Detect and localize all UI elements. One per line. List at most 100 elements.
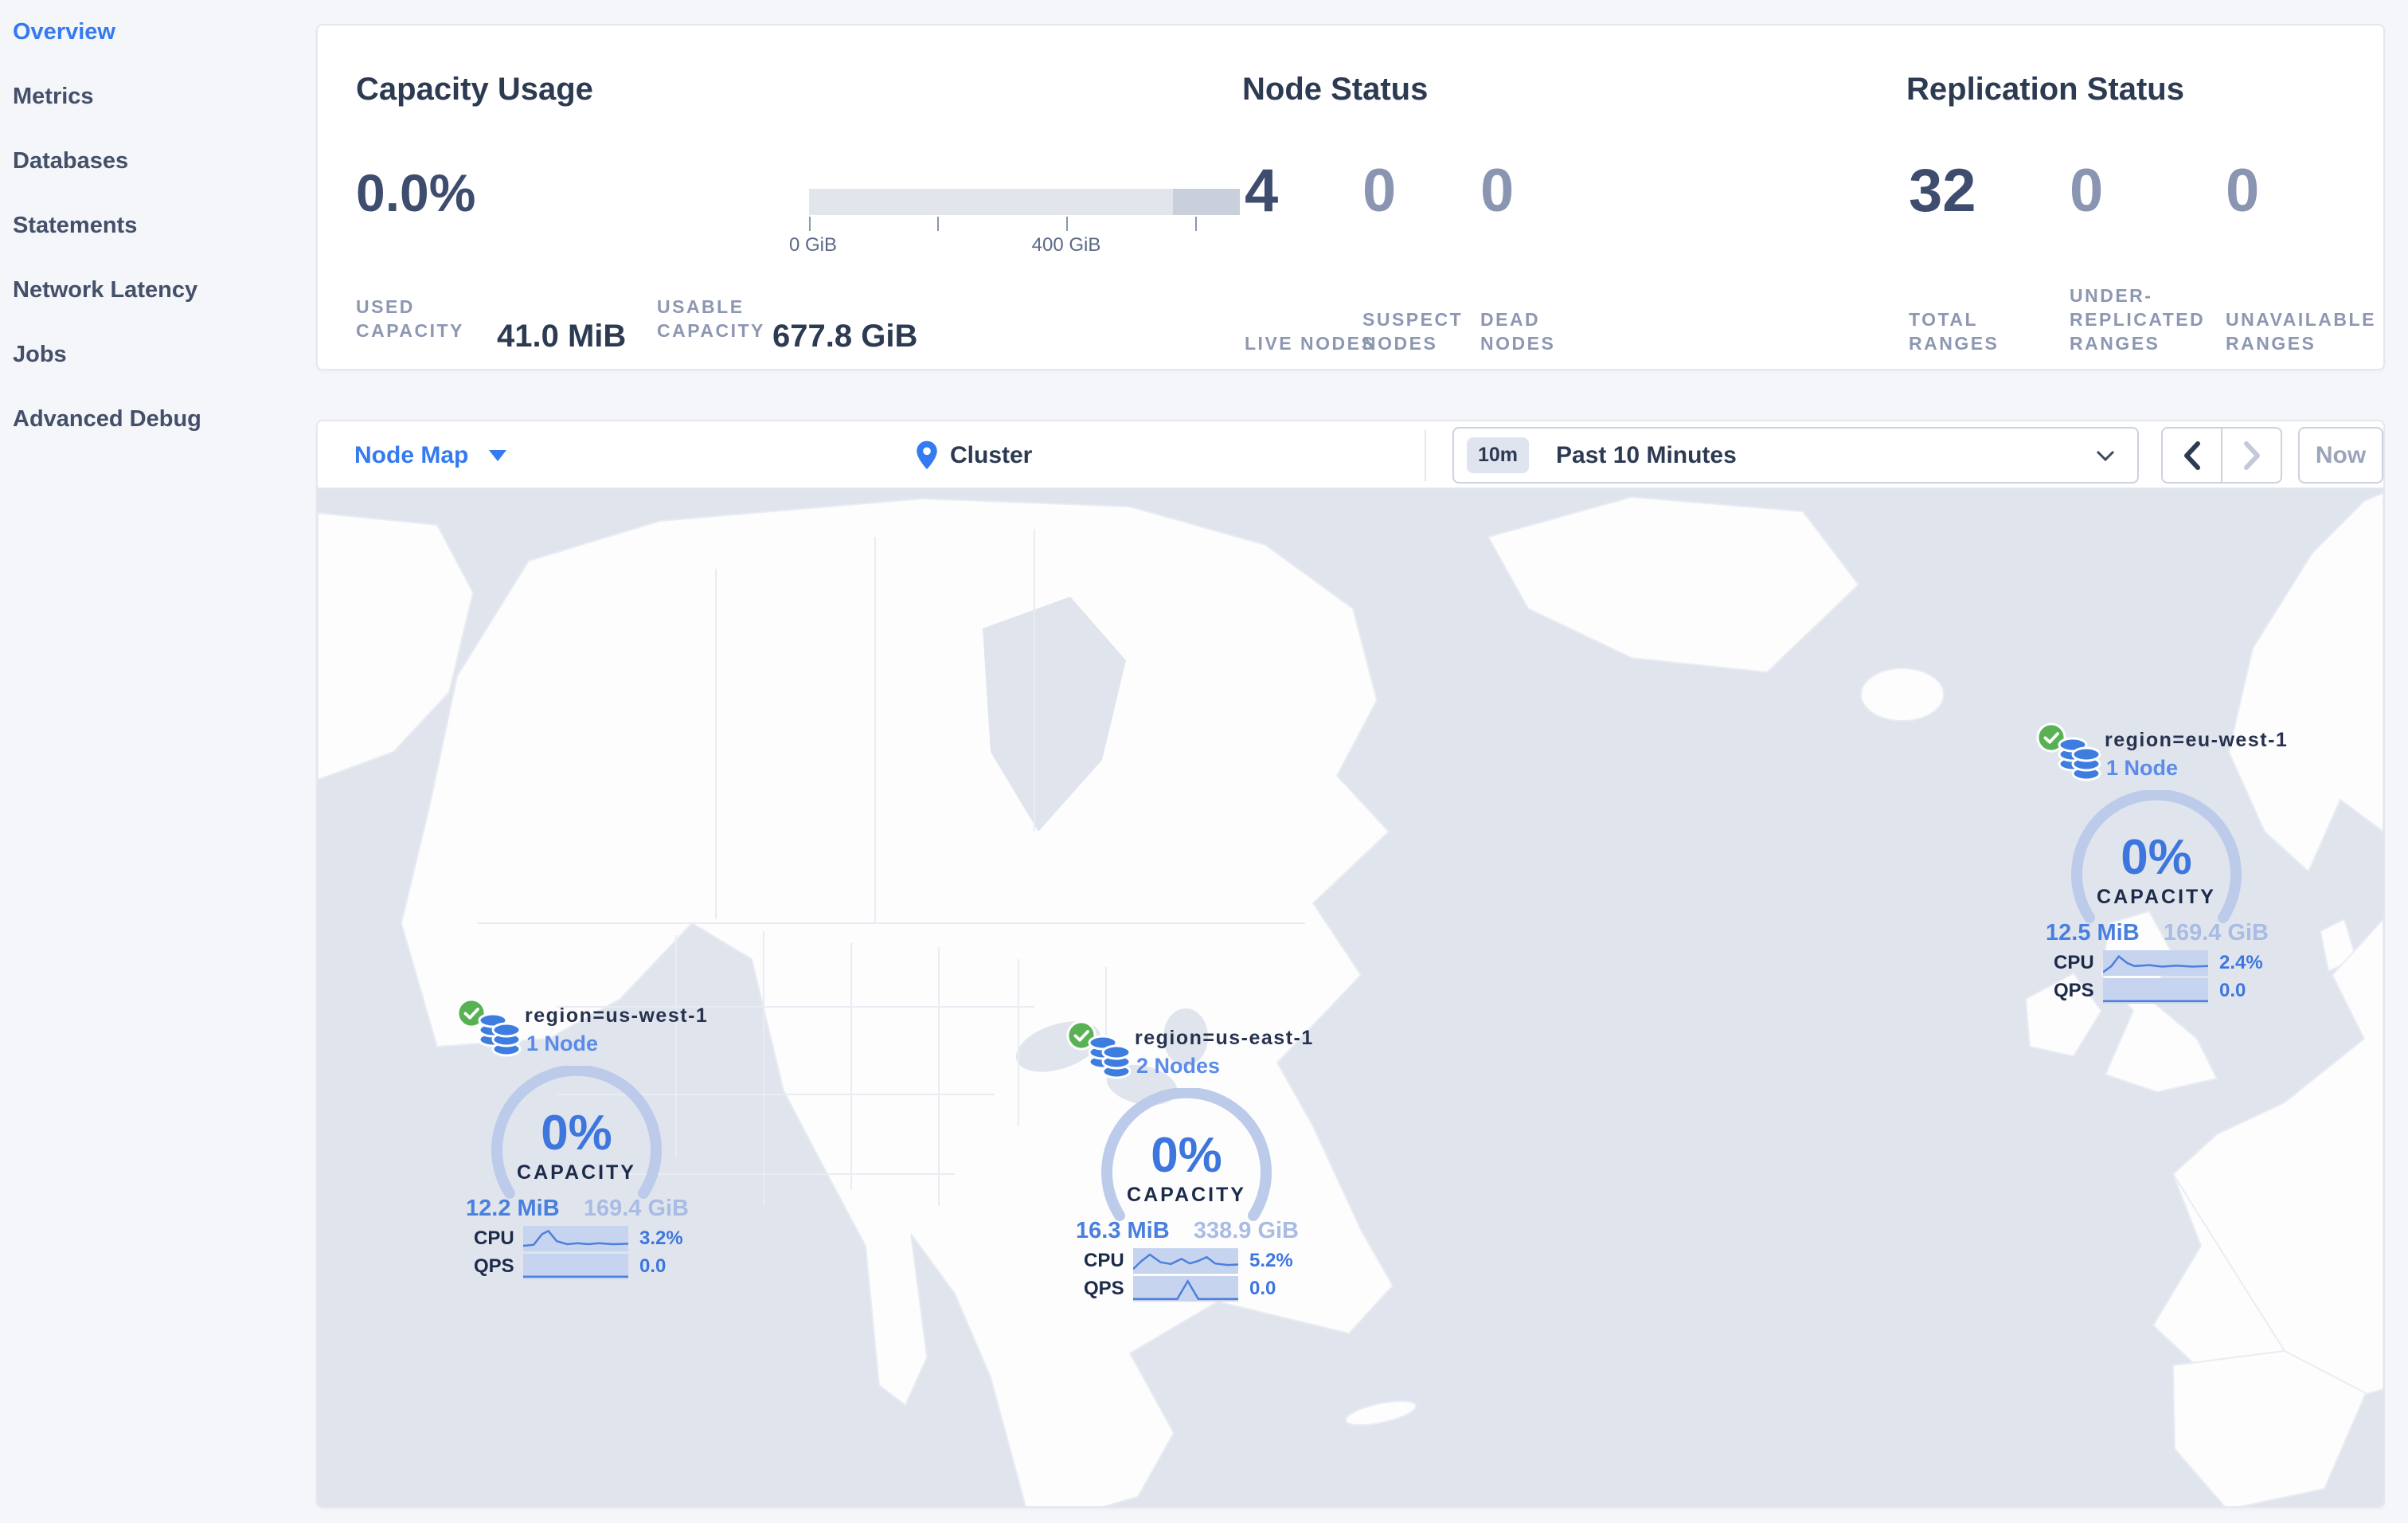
region-node-count-link[interactable]: 2 Nodes	[1136, 1054, 1221, 1078]
prev-time-window-button[interactable]	[2163, 429, 2221, 482]
region-total-capacity: 338.9 GiB	[1193, 1218, 1299, 1243]
sidebar-item-network-latency[interactable]: Network Latency	[13, 277, 198, 303]
under-replicated-ranges-count: 0	[2070, 157, 2104, 225]
node-stack-icon	[478, 1012, 522, 1057]
node-stack-icon	[1088, 1035, 1132, 1079]
world-map[interactable]: region=us-west-1 1 Node 0% CAPACITY 12.2…	[318, 489, 2383, 1506]
capacity-used-percent: 0.0%	[356, 163, 476, 222]
map-pin-icon	[917, 440, 937, 469]
node-map-card: Node Map Cluster 10m Past 10 Minutes	[316, 420, 2385, 1508]
live-nodes-count: 4	[1245, 157, 1279, 225]
region-name: region=us-east-1	[1135, 1027, 1314, 1049]
map-toolbar: Node Map Cluster 10m Past 10 Minutes	[318, 421, 2383, 489]
cpu-sparkline	[522, 1225, 629, 1251]
region-marker-eu-west-1[interactable]: region=eu-west-1 1 Node 0% CAPACITY 12.5…	[2036, 722, 2287, 1004]
region-used-capacity: 12.5 MiB	[2046, 920, 2140, 946]
region-name: region=us-west-1	[525, 1004, 709, 1027]
region-node-count-link[interactable]: 1 Node	[2106, 756, 2179, 780]
view-mode-dropdown[interactable]: Node Map	[354, 421, 507, 489]
region-marker-us-west-1[interactable]: region=us-west-1 1 Node 0% CAPACITY 12.2…	[456, 998, 707, 1279]
view-mode-label: Node Map	[354, 441, 469, 468]
axis-tick	[1066, 217, 1068, 231]
under-replicated-ranges-label: Under-replicated Ranges	[2070, 285, 2206, 354]
axis-tick	[809, 217, 811, 231]
suspect-nodes-label: Suspect Nodes	[1362, 309, 1464, 354]
map-scandinavia	[2227, 491, 2383, 873]
dead-nodes-label: Dead Nodes	[1480, 309, 1556, 354]
gauge-percent: 0%	[541, 1106, 612, 1161]
region-marker-us-east-1[interactable]: region=us-east-1 2 Nodes 0% CAPACITY 16.…	[1066, 1020, 1314, 1302]
map-iceland	[1860, 668, 1945, 722]
cpu-value: 5.2%	[1249, 1249, 1293, 1271]
gauge-capacity-label: CAPACITY	[2097, 886, 2216, 908]
region-used-capacity: 16.3 MiB	[1076, 1218, 1170, 1243]
total-ranges-label: Total Ranges	[1909, 309, 2000, 354]
replication-status-title: Replication Status	[1906, 72, 2184, 107]
gauge-capacity-label: CAPACITY	[517, 1161, 636, 1184]
map-ireland	[2024, 972, 2103, 1058]
region-node-count-link[interactable]: 1 Node	[526, 1032, 599, 1055]
qps-sparkline	[1133, 1275, 1238, 1302]
cpu-sparkline	[2102, 949, 2209, 976]
sidebar: Overview Metrics Databases Statements Ne…	[0, 0, 316, 1523]
suspect-nodes-count: 0	[1362, 157, 1397, 225]
map-greenland	[1487, 495, 1860, 674]
time-window-pager	[2161, 427, 2282, 484]
qps-value: 0.0	[1249, 1277, 1276, 1299]
node-stack-icon	[2058, 737, 2101, 781]
breadcrumb-cluster: Cluster	[950, 441, 1033, 468]
unavailable-ranges-label: Unavailable Ranges	[2226, 309, 2376, 354]
gauge-capacity-label: CAPACITY	[1127, 1184, 1246, 1206]
unavailable-ranges-count: 0	[2226, 157, 2260, 225]
capacity-gauge: 0% CAPACITY	[491, 1066, 662, 1199]
map-alaska	[318, 511, 475, 781]
sidebar-item-databases[interactable]: Databases	[13, 148, 129, 174]
sidebar-item-statements[interactable]: Statements	[13, 213, 138, 238]
region-total-capacity: 169.4 GiB	[2163, 920, 2269, 946]
gauge-percent: 0%	[2121, 830, 2192, 885]
dead-nodes-count: 0	[1480, 157, 1515, 225]
next-time-window-button[interactable]	[2221, 429, 2281, 482]
map-hudson-bay	[983, 597, 1126, 832]
cpu-value: 2.4%	[2219, 951, 2263, 973]
cluster-summary-card: Capacity Usage 0.0% 0 GiB 400 GiB Used C…	[316, 24, 2385, 370]
qps-sparkline	[2103, 977, 2208, 1004]
cpu-label: CPU	[2054, 951, 2094, 973]
capacity-gauge: 0% CAPACITY	[2071, 790, 2242, 923]
sidebar-item-overview[interactable]: Overview	[13, 19, 115, 45]
region-name: region=eu-west-1	[2105, 729, 2289, 751]
total-ranges-count: 32	[1909, 157, 1976, 225]
used-capacity-label: Used Capacity	[356, 296, 464, 341]
axis-tick-label-0: 0 GiB	[788, 234, 838, 256]
chevron-down-icon	[489, 449, 507, 461]
cpu-sparkline	[1132, 1247, 1239, 1274]
capacity-usage-title: Capacity Usage	[356, 72, 593, 107]
gauge-percent: 0%	[1151, 1128, 1222, 1183]
map-great-lake	[1163, 1008, 1208, 1066]
sidebar-item-metrics[interactable]: Metrics	[13, 84, 94, 109]
capacity-bar	[809, 189, 1240, 215]
breadcrumb[interactable]: Cluster	[913, 421, 1032, 489]
usable-capacity-label: Usable Capacity	[657, 296, 765, 341]
chevron-left-icon	[2183, 440, 2200, 470]
qps-label: QPS	[474, 1255, 514, 1277]
time-range-badge: 10m	[1467, 437, 1530, 473]
region-total-capacity: 169.4 GiB	[583, 1196, 689, 1221]
qps-value: 0.0	[2219, 979, 2246, 1001]
sidebar-item-advanced-debug[interactable]: Advanced Debug	[13, 406, 201, 432]
chevron-down-icon	[2096, 450, 2115, 461]
now-button[interactable]: Now	[2298, 427, 2383, 484]
axis-tick	[937, 217, 939, 231]
cpu-value: 3.2%	[639, 1227, 683, 1249]
cpu-label: CPU	[474, 1227, 514, 1249]
sidebar-item-jobs[interactable]: Jobs	[13, 342, 67, 367]
axis-tick-label-400: 400 GiB	[1031, 234, 1101, 256]
axis-tick	[1195, 217, 1197, 231]
capacity-gauge: 0% CAPACITY	[1101, 1088, 1272, 1221]
qps-label: QPS	[1084, 1277, 1124, 1299]
time-range-dropdown[interactable]: 10m Past 10 Minutes	[1452, 427, 2139, 484]
time-range-label: Past 10 Minutes	[1556, 441, 1737, 468]
region-used-capacity: 12.2 MiB	[466, 1196, 560, 1221]
live-nodes-label: Live Nodes	[1245, 333, 1376, 354]
map-cuba	[1344, 1400, 1417, 1427]
